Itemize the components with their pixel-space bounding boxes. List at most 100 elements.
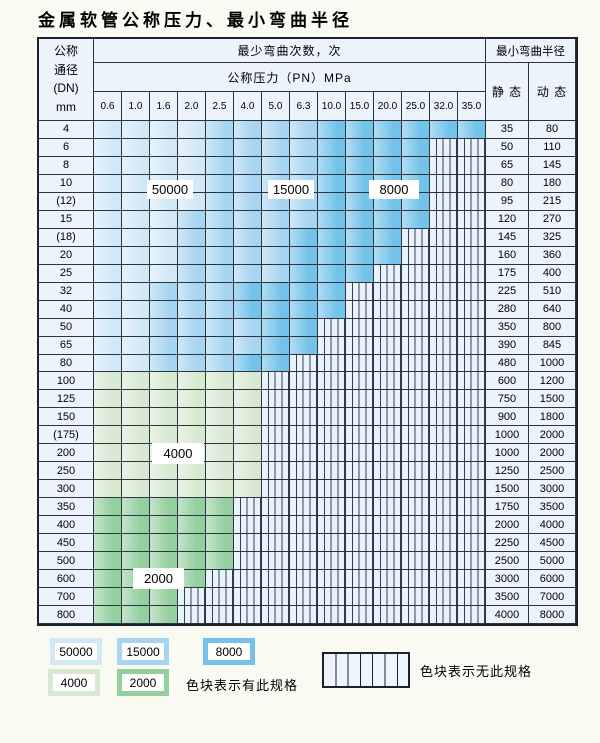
grid-cell-dn50-p32.0 (430, 318, 458, 337)
grid-cell-dn700-p15.0 (346, 588, 374, 607)
grid-cell-dn40-p2.0 (178, 300, 206, 319)
grid-cell-dn25-p10.0 (318, 264, 346, 283)
grid-cell-dn65-p15.0 (346, 336, 374, 355)
grid-cell-dn300-p10.0 (318, 480, 346, 499)
grid-cell-dn100-p20.0 (374, 372, 402, 391)
grid-cell-dn500-p10.0 (318, 552, 346, 571)
grid-cell-dn25-p25.0 (402, 264, 430, 283)
grid-cell-dn600-p2.0 (178, 570, 206, 589)
grid-cell-dn50-p6.3 (290, 318, 318, 337)
grid-cell-dn40-p15.0 (346, 300, 374, 319)
grid-cell-dn50-p20.0 (374, 318, 402, 337)
legend-swatch-15000: 15000 (117, 638, 169, 665)
grid-cell-dn20-p35.0 (458, 246, 486, 265)
grid-cell-dn25-p1.0 (122, 264, 150, 283)
grid-cell-dn125-p2.0 (178, 390, 206, 409)
grid-cell-dn200-p10.0 (318, 444, 346, 463)
grid-cell-dn40-p5.0 (262, 300, 290, 319)
dn-label: 100 (39, 372, 94, 391)
grid-cell-dn500-p15.0 (346, 552, 374, 571)
grid-cell-dn600-p10.0 (318, 570, 346, 589)
grid-cell-dn20-p0.6 (94, 246, 122, 265)
grid-cell-dn250-p2.0 (178, 462, 206, 481)
grid-cell-dn10-p2.5 (206, 174, 234, 193)
grid-cell-dn800-p1.0 (122, 606, 150, 624)
grid-cell-dn100-p1.6 (150, 372, 178, 391)
pressure-col-2.0: 2.0 (178, 92, 206, 121)
grid-cell-dn400-p1.6 (150, 516, 178, 535)
grid-cell-dn65-p6.3 (290, 336, 318, 355)
dynamic-value: 1200 (529, 372, 576, 391)
grid-cell-dn8-p2.5 (206, 156, 234, 175)
grid-cell-dn700-p2.0 (178, 588, 206, 607)
grid-cell-dn100-p2.0 (178, 372, 206, 391)
grid-cell-dn500-p20.0 (374, 552, 402, 571)
grid-cell-dn800-p10.0 (318, 606, 346, 624)
grid-cell-dn200-p1.0 (122, 444, 150, 463)
static-value: 175 (486, 264, 529, 283)
dn-label: 700 (39, 588, 94, 607)
grid-cell-dn150-p1.6 (150, 408, 178, 427)
static-value: 480 (486, 354, 529, 373)
grid-cell-dn50-p25.0 (402, 318, 430, 337)
pressure-col-1.0: 1.0 (122, 92, 150, 121)
grid-cell-dn150-p4.0 (234, 408, 262, 427)
pressure-col-2.5: 2.5 (206, 92, 234, 121)
grid-cell-dn600-p35.0 (458, 570, 486, 589)
grid-cell-dn25-p1.6 (150, 264, 178, 283)
grid-cell-dn40-p32.0 (430, 300, 458, 319)
dn-label: 200 (39, 444, 94, 463)
grid-cell-dn25-p2.0 (178, 264, 206, 283)
dn-label: 600 (39, 570, 94, 589)
grid-cell-dn600-p15.0 (346, 570, 374, 589)
grid-cell-dn300-p32.0 (430, 480, 458, 499)
grid-cell-dn6-p15.0 (346, 138, 374, 157)
pressure-col-20.0: 20.0 (374, 92, 402, 121)
cycles-label-2000: 2000 (133, 568, 184, 589)
grid-cell-dn600-p4.0 (234, 570, 262, 589)
static-value: 225 (486, 282, 529, 301)
grid-cell-dn20-p2.5 (206, 246, 234, 265)
grid-cell-dn450-p0.6 (94, 534, 122, 553)
grid-cell-dn200-p5.0 (262, 444, 290, 463)
legend-swatch-8000: 8000 (203, 638, 255, 665)
grid-cell-dn450-p20.0 (374, 534, 402, 553)
grid-cell-dn450-p10.0 (318, 534, 346, 553)
grid-cell-dn450-p15.0 (346, 534, 374, 553)
grid-cell-dn4-p20.0 (374, 121, 402, 139)
grid-cell-dn175-p2.5 (206, 426, 234, 445)
legend-swatch-50000: 50000 (50, 638, 102, 665)
grid-cell-dn175-p20.0 (374, 426, 402, 445)
grid-cell-dn125-p32.0 (430, 390, 458, 409)
static-value: 750 (486, 390, 529, 409)
static-value: 80 (486, 174, 529, 193)
grid-cell-dn450-p2.0 (178, 534, 206, 553)
grid-cell-dn4-p2.5 (206, 121, 234, 139)
legend-no-spec-text: 色块表示无此规格 (420, 664, 533, 679)
grid-cell-dn250-p32.0 (430, 462, 458, 481)
grid-cell-dn800-p6.3 (290, 606, 318, 624)
grid-cell-dn100-p32.0 (430, 372, 458, 391)
grid-cell-dn80-p6.3 (290, 354, 318, 373)
grid-cell-dn500-p4.0 (234, 552, 262, 571)
grid-cell-dn250-p6.3 (290, 462, 318, 481)
grid-cell-dn6-p35.0 (458, 138, 486, 157)
grid-cell-dn50-p15.0 (346, 318, 374, 337)
grid-cell-dn65-p0.6 (94, 336, 122, 355)
grid-cell-dn150-p2.0 (178, 408, 206, 427)
grid-cell-dn65-p5.0 (262, 336, 290, 355)
grid-cell-dn20-p10.0 (318, 246, 346, 265)
legend-swatch-value: 50000 (55, 643, 97, 660)
grid-cell-dn32-p4.0 (234, 282, 262, 301)
static-value: 1750 (486, 498, 529, 517)
grid-cell-dn800-p25.0 (402, 606, 430, 624)
grid-cell-dn125-p4.0 (234, 390, 262, 409)
grid-cell-dn12-p10.0 (318, 192, 346, 211)
static-value: 3500 (486, 588, 529, 607)
grid-cell-dn800-p0.6 (94, 606, 122, 624)
dn-label: 8 (39, 156, 94, 175)
grid-cell-dn50-p1.6 (150, 318, 178, 337)
cycles-label-4000: 4000 (152, 443, 204, 464)
grid-cell-dn8-p10.0 (318, 156, 346, 175)
grid-cell-dn450-p6.3 (290, 534, 318, 553)
